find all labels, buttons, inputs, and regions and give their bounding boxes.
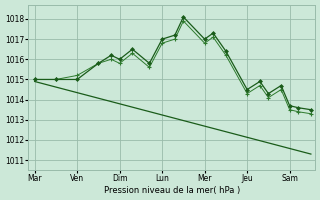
- X-axis label: Pression niveau de la mer( hPa ): Pression niveau de la mer( hPa ): [104, 186, 240, 195]
